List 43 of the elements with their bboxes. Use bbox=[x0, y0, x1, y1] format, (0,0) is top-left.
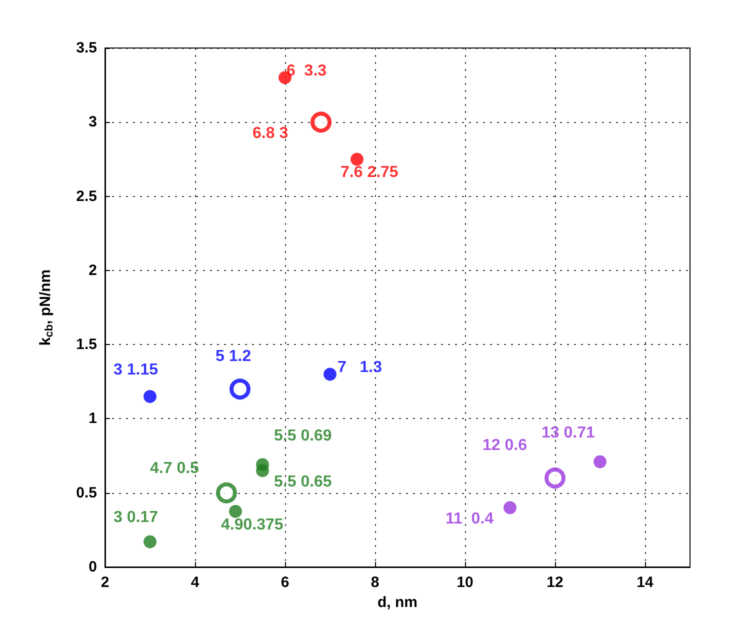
x-tick-label: 6 bbox=[280, 574, 290, 591]
point bbox=[144, 535, 156, 548]
data-label: 5.5 0.69 bbox=[274, 428, 332, 445]
point bbox=[544, 468, 566, 489]
y-tick-label: 3.5 bbox=[76, 40, 97, 56]
x-tick-label: 12 bbox=[546, 574, 564, 591]
y-axis-title: kcb, pN/nm bbox=[37, 269, 56, 346]
point bbox=[144, 390, 156, 403]
x-tick-label: 10 bbox=[456, 574, 474, 591]
point bbox=[256, 464, 269, 478]
data-label: 4.7 0.5 bbox=[150, 460, 200, 477]
point bbox=[504, 501, 516, 514]
data-label: 4.90.375 bbox=[221, 516, 284, 534]
data-label: 5.5 0.65 bbox=[274, 474, 332, 491]
y-tick-label: 0.5 bbox=[76, 484, 97, 502]
y-tick-label: 2 bbox=[88, 262, 97, 279]
point bbox=[594, 455, 606, 468]
x-tick-label: 8 bbox=[370, 574, 380, 591]
point bbox=[350, 152, 364, 166]
y-tick-label: 3 bbox=[88, 114, 97, 131]
point bbox=[216, 482, 237, 504]
data-label: 3 1.15 bbox=[114, 361, 158, 378]
data-label: 12 0.6 bbox=[482, 437, 528, 454]
y-tick-label: 0 bbox=[88, 558, 97, 576]
data-label: 3 0.17 bbox=[114, 508, 158, 526]
data-label: 6 3.3 bbox=[286, 62, 327, 80]
point bbox=[310, 112, 332, 133]
data-label: 7 1.3 bbox=[338, 359, 382, 376]
data-label: 7.6 2.75 bbox=[340, 164, 398, 182]
point bbox=[324, 368, 336, 381]
data-label: 11 0.4 bbox=[446, 510, 494, 528]
point bbox=[230, 378, 250, 400]
point bbox=[229, 504, 242, 518]
y-tick-label: 2.5 bbox=[76, 188, 97, 205]
y-tick-label: 1.5 bbox=[76, 336, 97, 354]
x-axis-title: d, nm bbox=[378, 594, 418, 611]
data-label: 5 1.2 bbox=[216, 348, 252, 366]
x-tick-label: 4 bbox=[190, 574, 200, 591]
x-tick-label: 2 bbox=[100, 574, 110, 591]
y-tick-label: 1 bbox=[88, 410, 97, 428]
x-tick-label: 14 bbox=[636, 574, 654, 591]
data-label: 13 0.71 bbox=[542, 424, 595, 442]
data-label: 6.8 3 bbox=[252, 125, 288, 142]
